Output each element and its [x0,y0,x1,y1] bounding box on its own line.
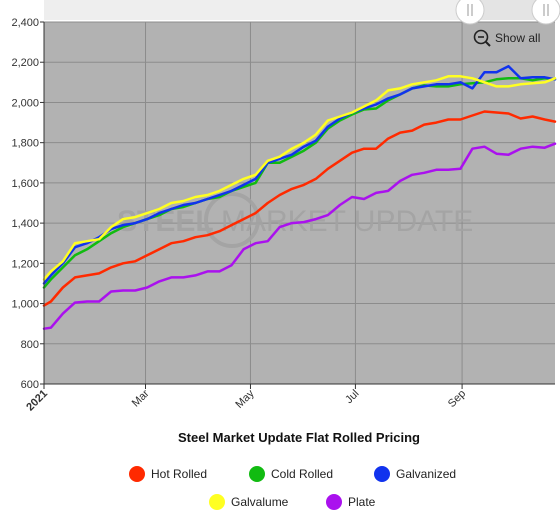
series-line-galvalume[interactable] [42,75,557,281]
range-handle-right[interactable] [531,0,560,25]
legend-label: Galvalume [231,495,289,509]
x-tick-label: Sep [446,388,468,410]
legend-label: Cold Rolled [271,467,333,481]
legend-label: Hot Rolled [151,467,207,481]
x-axis: 2021 Mar May Jul Sep [24,384,468,413]
y-tick-label: 800 [21,339,39,351]
legend-item-cold-rolled[interactable]: Cold Rolled [249,466,333,482]
range-handle-left[interactable] [455,0,485,25]
y-tick-label: 1,800 [11,138,39,150]
legend-swatch [209,494,225,510]
legend-swatch [129,466,145,482]
legend-label: Plate [348,495,376,509]
legend-item-galvanized[interactable]: Galvanized [374,466,456,482]
legend-swatch [374,466,390,482]
y-tick-label: 2,200 [11,57,39,69]
range-selector-window[interactable] [44,0,474,20]
plot-area [44,22,555,384]
legend-label: Galvanized [396,467,456,481]
x-tick-label: Mar [130,387,152,409]
legend: Hot Rolled Cold Rolled Galvanized Galvalume… [129,466,456,510]
y-tick-label: 2,400 [11,17,39,29]
legend-item-plate[interactable]: Plate [326,494,376,510]
legend-swatch [249,466,265,482]
y-tick-label: 1,200 [11,258,39,270]
watermark-right-text: MARKET UPDATE [221,205,473,238]
y-tick-label: 600 [21,379,39,391]
series-line-cold-rolled[interactable] [42,77,557,289]
legend-item-hot-rolled[interactable]: Hot Rolled [129,466,207,482]
y-tick-label: 2,000 [11,97,39,109]
x-tick-label: May [233,387,257,411]
steel-market-update-watermark: STEEL MARKET UPDATE [117,192,473,248]
y-axis: 600 800 1,000 1,200 1,400 1,600 1,800 2,000 2,20… [11,17,44,391]
show-all-label: Show all [495,31,540,45]
series-layer [42,64,557,330]
series-line-galvanized[interactable] [42,64,557,285]
x-tick-label: Jul [343,388,361,406]
y-tick-label: 1,000 [11,299,39,311]
series-line-plate[interactable] [42,142,557,330]
zoom-out-icon [473,29,491,47]
x-tick-label: 2021 [24,388,50,414]
legend-item-galvalume[interactable]: Galvalume [209,494,289,510]
series-line-hot-rolled[interactable] [42,110,557,307]
y-tick-label: 1,400 [11,218,39,230]
legend-swatch [326,494,342,510]
chart-title: Steel Market Update Flat Rolled Pricing [178,430,420,445]
show-all-button[interactable]: Show all [473,29,541,47]
y-tick-label: 1,600 [11,178,39,190]
